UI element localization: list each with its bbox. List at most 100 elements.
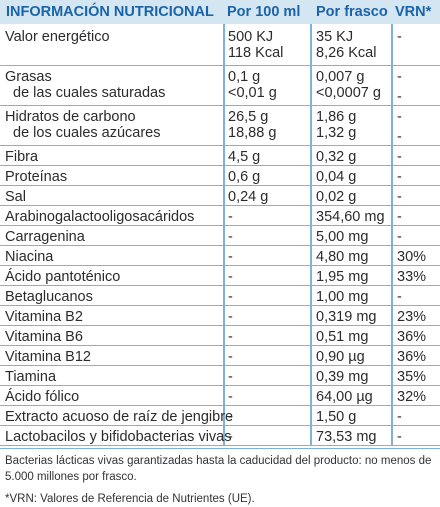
value-per-100ml: - <box>228 309 233 325</box>
value-per-100ml: - <box>228 389 233 405</box>
value-vrn: 36% <box>397 329 427 345</box>
value-per-bottle: 0,02 g <box>316 189 357 205</box>
value-per-bottle: 5,00 mg <box>316 229 369 245</box>
nutrient-name: Arabinogalactooligosacáridos <box>5 209 195 225</box>
column-divider <box>391 24 393 446</box>
nutrient-name: Extracto acuoso de raíz de jengibre <box>5 409 234 425</box>
header-name: INFORMACIÓN NUTRICIONAL <box>6 4 214 20</box>
table-row: Carragenina - 5,00 mg - <box>0 226 440 246</box>
value-per-bottle: 8,26 Kcal <box>316 45 377 61</box>
nutrient-name: Hidratos de carbono <box>5 109 136 125</box>
value-per-bottle: 35 KJ <box>316 29 354 45</box>
value-vrn: - <box>397 109 402 125</box>
table-row: Vitamina B6 - 0,51 mg 36% <box>0 326 440 346</box>
value-per-100ml: 0,24 g <box>228 189 269 205</box>
value-vrn: - <box>397 289 402 305</box>
value-per-100ml: - <box>228 369 233 385</box>
value-per-bottle: 73,53 mg <box>316 429 377 445</box>
nutrient-name: Vitamina B6 <box>5 329 83 345</box>
table-row: Fibra 4,5 g 0,32 g - <box>0 146 440 166</box>
table-row: Betaglucanos - 1,00 mg - <box>0 286 440 306</box>
value-vrn: 33% <box>397 269 427 285</box>
table-row: Vitamina B2 - 0,319 mg 23% <box>0 306 440 326</box>
table-row: Proteínas 0,6 g 0,04 g - <box>0 166 440 186</box>
value-per-bottle: 0,007 g <box>316 69 365 85</box>
value-vrn: 36% <box>397 349 427 365</box>
value-per-bottle: 0,39 mg <box>316 369 369 385</box>
value-vrn: - <box>397 69 402 85</box>
table-header: INFORMACIÓN NUTRICIONAL Por 100 ml Por f… <box>0 0 440 24</box>
nutrient-subname: de los cuales azúcares <box>13 125 161 141</box>
value-per-100ml: - <box>228 409 233 425</box>
table-row: Ácido pantoténico - 1,95 mg 33% <box>0 266 440 286</box>
value-per-bottle: 0,90 µg <box>316 349 365 365</box>
value-per-bottle: 354,60 mg <box>316 209 385 225</box>
nutrient-name: Ácido fólico <box>5 389 80 405</box>
nutrient-name: Carragenina <box>5 229 85 245</box>
value-vrn: - <box>397 229 402 245</box>
nutrient-name: Betaglucanos <box>5 289 93 305</box>
column-divider <box>223 24 225 446</box>
footer-vrn-note: *VRN: Valores de Referencia de Nutriente… <box>5 493 255 505</box>
value-per-100ml: - <box>228 289 233 305</box>
value-per-bottle: 64,00 µg <box>316 389 373 405</box>
value-per-100ml: - <box>228 349 233 365</box>
value-vrn: - <box>397 89 402 105</box>
value-vrn: 32% <box>397 389 427 405</box>
nutrient-name: Sal <box>5 189 26 205</box>
nutrient-name: Ácido pantoténico <box>5 269 121 285</box>
table-row: Vitamina B12 - 0,90 µg 36% <box>0 346 440 366</box>
value-per-100ml: 500 KJ <box>228 29 274 45</box>
value-vrn: - <box>397 169 402 185</box>
value-vrn: - <box>397 429 402 445</box>
value-per-bottle: 1,95 mg <box>316 269 369 285</box>
value-per-bottle: 0,51 mg <box>316 329 369 345</box>
column-divider <box>310 24 312 446</box>
value-per-bottle: 1,86 g <box>316 109 357 125</box>
table-row: Hidratos de carbono de los cuales azúcare… <box>0 106 440 146</box>
nutrient-name: Niacina <box>5 249 54 265</box>
nutrient-name: Proteínas <box>5 169 68 185</box>
header-vrn: VRN* <box>395 4 432 20</box>
value-per-100ml: 4,5 g <box>228 149 261 165</box>
table-row: Ácido fólico - 64,00 µg 32% <box>0 386 440 406</box>
value-per-100ml: 0,1 g <box>228 69 261 85</box>
value-per-bottle: 0,32 g <box>316 149 357 165</box>
value-per-bottle: 1,50 g <box>316 409 357 425</box>
value-per-100ml: 118 Kcal <box>228 45 284 61</box>
value-vrn: 35% <box>397 369 427 385</box>
footer: Bacterias lácticas vivas garantizadas ha… <box>0 448 440 505</box>
table-row: Tiamina - 0,39 mg 35% <box>0 366 440 386</box>
value-vrn: - <box>397 189 402 205</box>
value-per-100ml: - <box>228 229 233 245</box>
nutrient-name: Lactobacilos y bifidobacterias vivas <box>5 429 232 445</box>
table-row: Valor energético 500 KJ 118 Kcal 35 KJ 8,26 … <box>0 26 440 66</box>
value-vrn: - <box>397 409 402 425</box>
nutrient-name: Valor energético <box>5 29 110 45</box>
value-per-100ml: 26,5 g <box>228 109 269 125</box>
value-vrn: - <box>397 149 402 165</box>
value-per-100ml: - <box>228 329 233 345</box>
table-row: Grasas de las cuales saturadas 0,1 g <0,01 … <box>0 66 440 106</box>
value-per-bottle: <0,0007 g <box>316 85 381 101</box>
table-row: Extracto acuoso de raíz de jengibre -1,50… <box>0 406 440 426</box>
value-per-bottle: 4,80 mg <box>316 249 369 265</box>
header-per-bottle: Por frasco <box>316 4 388 20</box>
table-row: Niacina - 4,80 mg 30% <box>0 246 440 266</box>
header-per-100ml: Por 100 ml <box>227 4 301 20</box>
value-vrn: 30% <box>397 249 427 265</box>
table-row: Arabinogalactooligosacáridos -354,60 mg - <box>0 206 440 226</box>
value-vrn: 23% <box>397 309 427 325</box>
value-per-100ml: <0,01 g <box>228 85 277 101</box>
value-per-100ml: 0,6 g <box>228 169 261 185</box>
value-per-bottle: 0,319 mg <box>316 309 377 325</box>
value-vrn: - <box>397 29 402 45</box>
value-vrn: - <box>397 129 402 145</box>
value-per-100ml: 18,88 g <box>228 125 277 141</box>
value-per-bottle: 0,04 g <box>316 169 357 185</box>
nutrient-name: Grasas <box>5 69 52 85</box>
nutrient-name: Fibra <box>5 149 39 165</box>
value-per-bottle: 1,32 g <box>316 125 357 141</box>
value-per-100ml: - <box>228 249 233 265</box>
